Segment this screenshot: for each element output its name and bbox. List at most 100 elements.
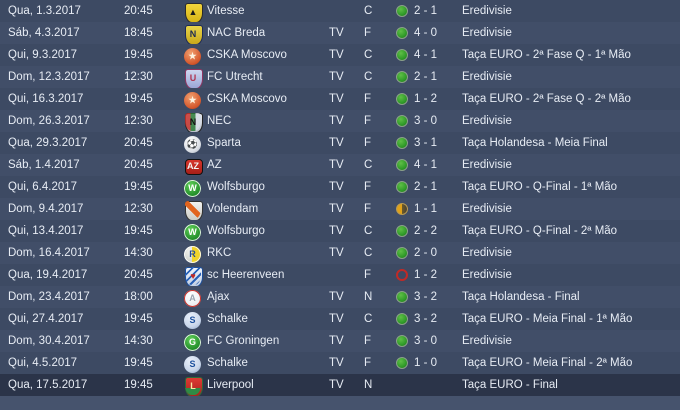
tv-indicator: TV [329, 247, 344, 259]
fixture-row[interactable]: Qui, 13.4.2017 19:45 W Wolfsburgo TV C 2 - 2 Ta… [0, 220, 680, 242]
fixture-row[interactable]: Sáb, 4.3.2017 18:45 N NAC Breda TV F 4 - 0 Ered… [0, 22, 680, 45]
competition-name: Taça EURO - Q-Final - 2ª Mão [462, 225, 618, 237]
fixture-time: 19:45 [124, 181, 153, 193]
venue-code: N [364, 379, 373, 391]
team-name[interactable]: RKC [207, 247, 232, 259]
cska-moscovo-badge: ★ [184, 91, 202, 110]
fixture-row[interactable]: Qui, 6.4.2017 19:45 W Wolfsburgo TV F 2 - 1 Taç… [0, 176, 680, 198]
venue-code: F [364, 335, 372, 347]
nac-breda-badge: N [184, 25, 203, 45]
venue-code: F [364, 181, 372, 193]
team-name[interactable]: FC Utrecht [207, 71, 263, 83]
team-name[interactable]: Volendam [207, 203, 259, 215]
team-name[interactable]: AZ [207, 159, 222, 171]
result-indicator-icon [396, 137, 409, 150]
fixture-time: 12:30 [124, 115, 153, 127]
team-name[interactable]: NEC [207, 115, 232, 127]
fixture-score: 3 - 0 [414, 335, 438, 347]
team-name[interactable]: CSKA Moscovo [207, 49, 287, 61]
tv-indicator: TV [329, 357, 344, 369]
fixture-time: 19:45 [124, 93, 153, 105]
team-name[interactable]: CSKA Moscovo [207, 93, 287, 105]
fixture-date: Qua, 19.4.2017 [8, 269, 88, 281]
competition-name: Taça Holandesa - Final [462, 291, 580, 303]
venue-code: N [364, 291, 373, 303]
fixture-row[interactable]: Qui, 16.3.2017 19:45 ★ CSKA Moscovo TV F 1 - 2… [0, 88, 680, 110]
fixture-row[interactable]: Sáb, 1.4.2017 20:45 AZ AZ TV C 4 - 1 Eredivisie [0, 154, 680, 176]
fixture-date: Dom, 16.4.2017 [8, 247, 90, 259]
team-name[interactable]: Vitesse [207, 5, 245, 17]
sc-heerenveen-badge: ♥ [184, 267, 203, 287]
competition-name: Taça EURO - Final [462, 379, 558, 391]
fixture-score: 1 - 0 [414, 357, 438, 369]
fixture-row[interactable]: Qui, 4.5.2017 19:45 S Schalke TV F 1 - 0 Taça E… [0, 352, 680, 374]
team-name[interactable]: sc Heerenveen [207, 269, 285, 281]
tv-indicator: TV [329, 181, 344, 193]
competition-name: Taça EURO - Meia Final - 2ª Mão [462, 357, 633, 369]
tv-indicator: TV [329, 115, 344, 127]
fixture-date: Qui, 27.4.2017 [8, 313, 84, 325]
fixture-row[interactable]: Qua, 17.5.2017 19:45 L Liverpool TV N Taça EUR… [0, 374, 680, 397]
fixture-row[interactable]: Qua, 29.3.2017 20:45 ⚽ Sparta TV F 3 - 1 Taça H… [0, 132, 680, 154]
competition-name: Taça Holandesa - Meia Final [462, 137, 608, 149]
nec-badge: N [184, 113, 203, 133]
team-name[interactable]: Ajax [207, 291, 230, 303]
fixture-time: 20:45 [124, 137, 153, 149]
team-name[interactable]: Wolfsburgo [207, 225, 265, 237]
competition-name: Eredivisie [462, 5, 512, 17]
result-indicator-icon [396, 269, 409, 282]
result-indicator-icon [396, 27, 409, 40]
team-name[interactable]: NAC Breda [207, 27, 266, 39]
fixture-row[interactable]: Dom, 30.4.2017 14:30 G FC Groningen TV F 3 - 0… [0, 330, 680, 352]
venue-code: F [364, 269, 372, 281]
tv-indicator: TV [329, 203, 344, 215]
fixture-date: Qua, 1.3.2017 [8, 5, 81, 17]
competition-name: Eredivisie [462, 27, 512, 39]
team-name[interactable]: Schalke [207, 357, 248, 369]
fixture-score: 1 - 1 [414, 203, 438, 215]
liverpool-badge: L [184, 377, 203, 397]
fixture-row[interactable]: Dom, 9.4.2017 12:30 Volendam TV F 1 - 1 Erediv… [0, 198, 680, 221]
team-name[interactable]: FC Groningen [207, 335, 280, 347]
team-name[interactable]: Wolfsburgo [207, 181, 265, 193]
fixture-row[interactable]: Dom, 23.4.2017 18:00 A Ajax TV N 3 - 2 Taça Hol… [0, 286, 680, 308]
fixture-score: 4 - 1 [414, 159, 438, 171]
az-badge: AZ [184, 157, 203, 176]
tv-indicator: TV [329, 49, 344, 61]
tv-indicator: TV [329, 159, 344, 171]
competition-name: Eredivisie [462, 71, 512, 83]
venue-code: F [364, 357, 372, 369]
result-indicator-icon [396, 291, 409, 304]
tv-indicator: TV [329, 71, 344, 83]
fixture-row[interactable]: Dom, 26.3.2017 12:30 N NEC TV F 3 - 0 Eredivisi… [0, 110, 680, 133]
team-name[interactable]: Schalke [207, 313, 248, 325]
venue-code: C [364, 5, 373, 17]
fixture-time: 14:30 [124, 247, 153, 259]
fixture-time: 12:30 [124, 203, 153, 215]
fixture-row[interactable]: Qui, 27.4.2017 19:45 S Schalke TV C 3 - 2 Taça … [0, 308, 680, 330]
fixture-row[interactable]: Qua, 19.4.2017 20:45 ♥ sc Heerenveen F 1 - 2 E… [0, 264, 680, 287]
result-indicator-icon [396, 159, 409, 172]
venue-code: C [364, 159, 373, 171]
tv-indicator: TV [329, 27, 344, 39]
team-name[interactable]: Sparta [207, 137, 241, 149]
competition-name: Taça EURO - Q-Final - 1ª Mão [462, 181, 618, 193]
fixture-date: Qui, 6.4.2017 [8, 181, 78, 193]
venue-code: F [364, 93, 372, 105]
fixture-score: 1 - 2 [414, 93, 438, 105]
team-name[interactable]: Liverpool [207, 379, 254, 391]
competition-name: Taça EURO - 2ª Fase Q - 2ª Mão [462, 93, 631, 105]
fixture-score: 1 - 2 [414, 269, 438, 281]
fixture-date: Sáb, 1.4.2017 [8, 159, 80, 171]
tv-indicator: TV [329, 93, 344, 105]
fixture-row[interactable]: Dom, 16.4.2017 14:30 R RKC TV C 2 - 0 Eredivisi… [0, 242, 680, 264]
fixture-score: 2 - 1 [414, 71, 438, 83]
fixture-row[interactable]: Qua, 1.3.2017 20:45 ▲ Vitesse C 2 - 1 Eredivis… [0, 0, 680, 23]
result-indicator-icon [396, 49, 409, 62]
fixture-score: 2 - 0 [414, 247, 438, 259]
venue-code: F [364, 115, 372, 127]
fixture-row[interactable]: Dom, 12.3.2017 12:30 U FC Utrecht TV C 2 - 1 Er… [0, 66, 680, 89]
fixture-row[interactable]: Qui, 9.3.2017 19:45 ★ CSKA Moscovo TV C 4 - 1 T… [0, 44, 680, 66]
fc-utrecht-badge: U [184, 69, 203, 89]
fixture-time: 19:45 [124, 313, 153, 325]
